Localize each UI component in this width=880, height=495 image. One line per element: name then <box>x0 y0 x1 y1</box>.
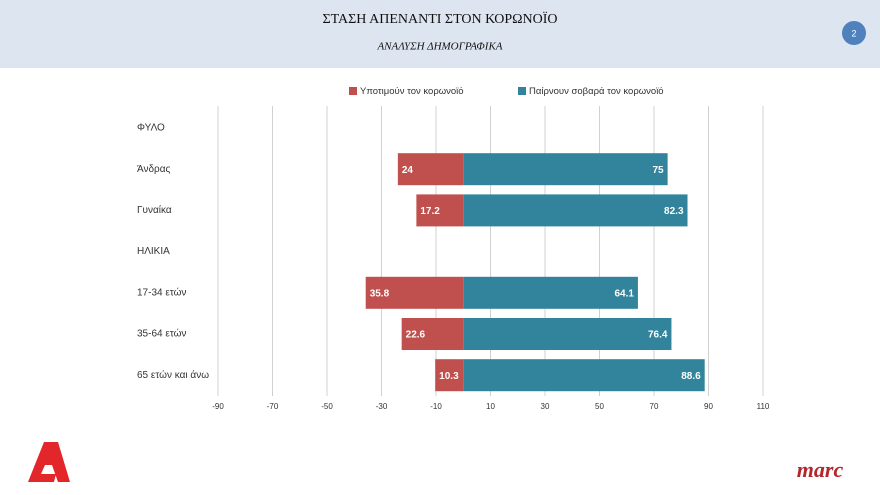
legend-swatch <box>349 87 357 95</box>
x-tick-label: -90 <box>212 402 224 411</box>
x-tick-label: -50 <box>321 402 333 411</box>
category-label: Γυναίκα <box>137 204 172 216</box>
bar <box>463 318 672 350</box>
brand-logo-left <box>28 442 70 482</box>
x-tick-label: 50 <box>595 402 604 411</box>
bar <box>416 194 464 227</box>
category-label: 65 ετών και άνω <box>137 369 209 381</box>
bar <box>463 194 688 227</box>
chart-title: ΣΤΑΣΗ ΑΠΕΝΑΝΤΙ ΣΤΟΝ ΚΟΡΩΝΟΪΟ <box>322 10 557 27</box>
x-tick-label: -70 <box>267 402 279 411</box>
data-label: 64.1 <box>614 288 634 299</box>
data-label: 17.2 <box>420 206 440 217</box>
bar <box>463 276 638 309</box>
x-tick-label: 30 <box>541 402 550 411</box>
data-label: 24 <box>402 165 414 176</box>
legend-label: Παίρνουν σοβαρά τον κορωνοϊό <box>529 86 664 97</box>
category-label: ΦΥΛΟ <box>137 123 165 134</box>
x-tick-label: 70 <box>650 402 659 411</box>
bar <box>365 276 464 309</box>
data-label: 22.6 <box>406 330 426 341</box>
category-label: 35-64 ετών <box>137 328 186 340</box>
bar <box>463 359 705 392</box>
page-badge <box>842 21 866 45</box>
data-label: 75 <box>653 165 665 176</box>
x-tick-label: 110 <box>757 402 770 411</box>
data-label: 82.3 <box>664 206 684 217</box>
header-band <box>0 0 880 68</box>
x-tick-label: -10 <box>430 402 442 411</box>
legend-swatch <box>518 87 526 95</box>
data-label: 76.4 <box>648 330 668 341</box>
page-number: 2 <box>851 28 856 38</box>
bar <box>397 153 464 186</box>
category-label: ΗΛΙΚΙΑ <box>137 246 170 257</box>
data-label: 88.6 <box>681 371 701 382</box>
legend-label: Υποτιμούν τον κορωνοϊό <box>360 86 464 97</box>
x-tick-label: 90 <box>704 402 713 411</box>
data-label: 35.8 <box>370 288 390 299</box>
x-tick-label: 10 <box>486 402 495 411</box>
brand-logo: marc <box>797 457 844 482</box>
data-label: 10.3 <box>439 371 459 382</box>
bar <box>463 153 668 186</box>
category-label: 17-34 ετών <box>137 286 186 298</box>
x-tick-label: -30 <box>376 402 388 411</box>
chart-subtitle: ΑΝΑΛΥΣΗ ΔΗΜΟΓΡΑΦΙΚΑ <box>376 41 502 53</box>
bar <box>401 318 464 350</box>
bar <box>435 359 464 392</box>
category-label: Άνδρας <box>137 164 171 175</box>
